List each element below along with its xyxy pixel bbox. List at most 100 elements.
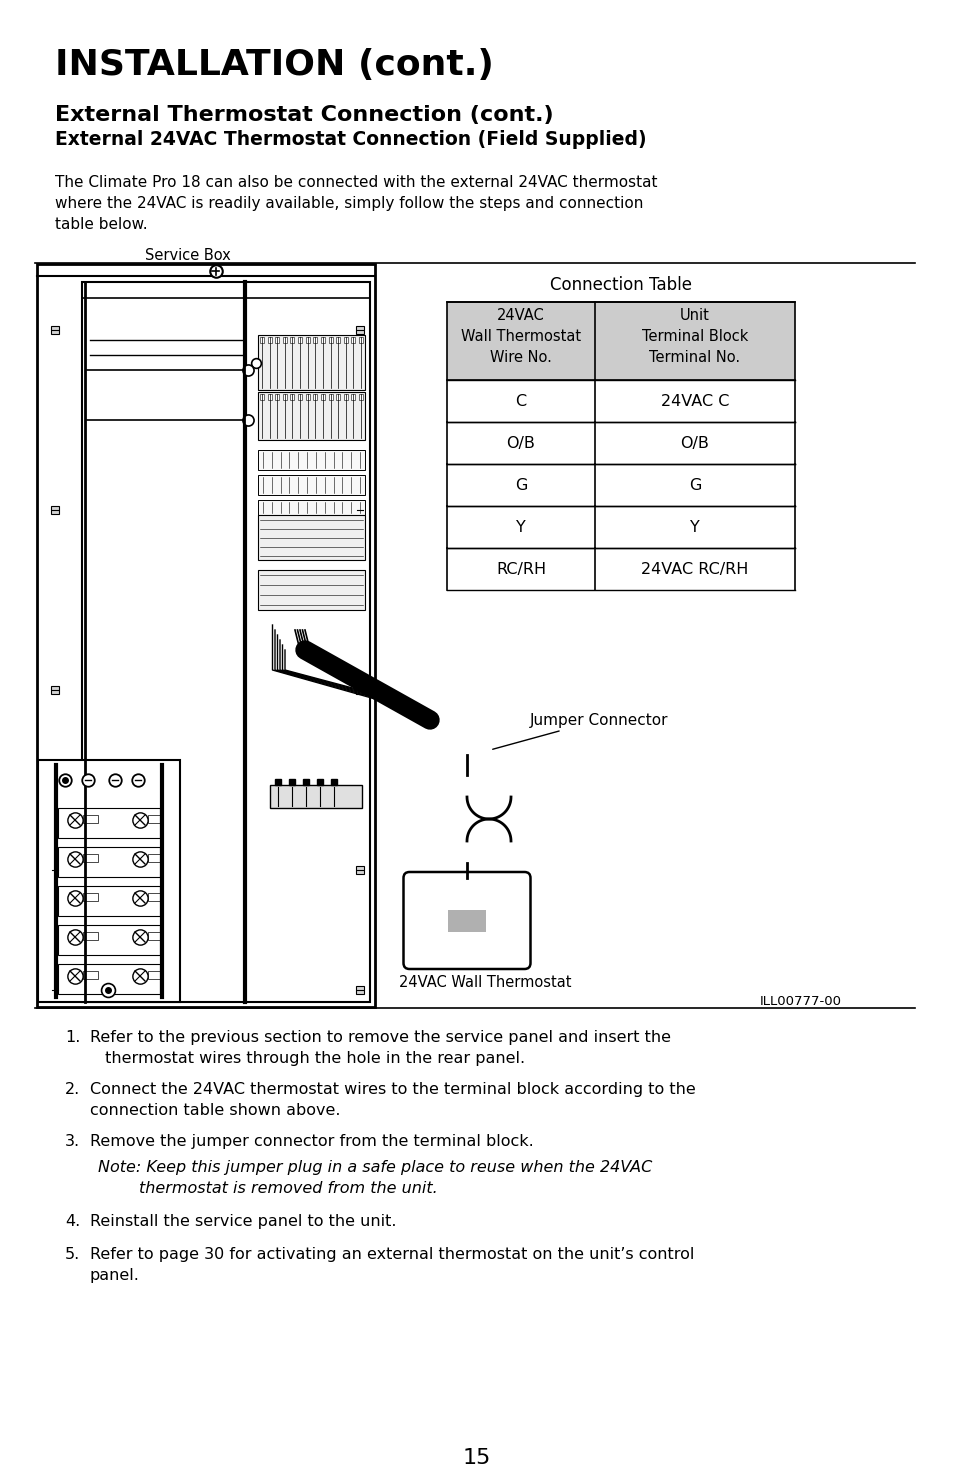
- Bar: [313, 336, 317, 344]
- Bar: [82, 282, 370, 1002]
- Text: Y: Y: [516, 521, 525, 535]
- Bar: [313, 394, 317, 400]
- Bar: [290, 336, 294, 344]
- Bar: [148, 854, 163, 861]
- Bar: [51, 326, 59, 333]
- Text: 15: 15: [462, 1448, 491, 1468]
- Text: RC/RH: RC/RH: [496, 562, 545, 577]
- Bar: [257, 569, 365, 611]
- Bar: [358, 394, 363, 400]
- Bar: [275, 336, 279, 344]
- Text: Jumper Connector: Jumper Connector: [492, 712, 668, 749]
- Bar: [320, 394, 325, 400]
- Bar: [448, 910, 485, 932]
- Bar: [51, 506, 59, 513]
- Text: 24VAC Wall Thermostat: 24VAC Wall Thermostat: [399, 975, 572, 990]
- Text: ILL00777-00: ILL00777-00: [760, 996, 841, 1007]
- Bar: [51, 985, 59, 994]
- Bar: [355, 506, 364, 513]
- Text: 2.: 2.: [65, 1083, 80, 1097]
- Text: 24VAC RC/RH: 24VAC RC/RH: [640, 562, 748, 577]
- Text: Remove the jumper connector from the terminal block.: Remove the jumper connector from the ter…: [90, 1134, 533, 1149]
- Text: C: C: [515, 394, 526, 409]
- Bar: [343, 394, 348, 400]
- Text: The Climate Pro 18 can also be connected with the external 24VAC thermostat: The Climate Pro 18 can also be connected…: [55, 176, 657, 190]
- Bar: [282, 394, 287, 400]
- Bar: [328, 394, 333, 400]
- Bar: [58, 886, 160, 916]
- Bar: [257, 450, 365, 471]
- Bar: [83, 971, 98, 979]
- Bar: [58, 965, 160, 994]
- Text: Refer to the previous section to remove the service panel and insert the: Refer to the previous section to remove …: [90, 1030, 670, 1044]
- Bar: [148, 971, 163, 979]
- Bar: [268, 394, 272, 400]
- Text: INSTALLATION (cont.): INSTALLATION (cont.): [55, 49, 494, 83]
- Bar: [83, 816, 98, 823]
- Bar: [305, 336, 310, 344]
- Bar: [51, 866, 59, 875]
- Text: External 24VAC Thermostat Connection (Field Supplied): External 24VAC Thermostat Connection (Fi…: [55, 130, 646, 149]
- Bar: [260, 394, 264, 400]
- Bar: [58, 847, 160, 878]
- Bar: [148, 932, 163, 940]
- Bar: [355, 985, 364, 994]
- Bar: [148, 892, 163, 901]
- Text: 4.: 4.: [65, 1214, 80, 1229]
- Text: 3.: 3.: [65, 1134, 80, 1149]
- Bar: [58, 925, 160, 954]
- Bar: [320, 336, 325, 344]
- Text: thermostat wires through the hole in the rear panel.: thermostat wires through the hole in the…: [100, 1052, 524, 1066]
- Bar: [275, 394, 279, 400]
- Bar: [297, 394, 302, 400]
- Bar: [83, 854, 98, 861]
- Bar: [83, 932, 98, 940]
- Bar: [351, 394, 355, 400]
- Text: External Thermostat Connection (cont.): External Thermostat Connection (cont.): [55, 105, 553, 125]
- Text: 24VAC
Wall Thermostat
Wire No.: 24VAC Wall Thermostat Wire No.: [460, 308, 580, 364]
- Bar: [297, 336, 302, 344]
- Text: Reinstall the service panel to the unit.: Reinstall the service panel to the unit.: [90, 1214, 396, 1229]
- Bar: [268, 336, 272, 344]
- Bar: [290, 394, 294, 400]
- Bar: [335, 394, 340, 400]
- Text: panel.: panel.: [90, 1268, 140, 1283]
- FancyBboxPatch shape: [403, 872, 530, 969]
- Bar: [282, 336, 287, 344]
- Bar: [355, 326, 364, 333]
- Bar: [257, 515, 365, 560]
- Text: thermostat is removed from the unit.: thermostat is removed from the unit.: [98, 1181, 437, 1196]
- Bar: [148, 816, 163, 823]
- Bar: [351, 336, 355, 344]
- Bar: [260, 336, 264, 344]
- Bar: [358, 336, 363, 344]
- Text: Unit
Terminal Block
Terminal No.: Unit Terminal Block Terminal No.: [641, 308, 747, 364]
- Bar: [328, 336, 333, 344]
- Text: G: G: [688, 478, 700, 493]
- Bar: [83, 892, 98, 901]
- Text: 24VAC C: 24VAC C: [660, 394, 728, 409]
- Bar: [37, 264, 375, 1007]
- Bar: [305, 394, 310, 400]
- Text: O/B: O/B: [679, 437, 709, 451]
- Text: Service Box: Service Box: [145, 248, 231, 263]
- Bar: [355, 686, 364, 695]
- Bar: [257, 500, 365, 515]
- Text: Connection Table: Connection Table: [550, 276, 691, 294]
- Bar: [257, 335, 365, 389]
- Bar: [355, 866, 364, 875]
- Text: O/B: O/B: [506, 437, 535, 451]
- Text: 5.: 5.: [65, 1246, 80, 1263]
- Bar: [58, 808, 160, 838]
- Bar: [257, 392, 365, 440]
- Bar: [335, 336, 340, 344]
- Bar: [343, 336, 348, 344]
- Text: where the 24VAC is readily available, simply follow the steps and connection: where the 24VAC is readily available, si…: [55, 196, 642, 211]
- Text: Note: Keep this jumper plug in a safe place to reuse when the 24VAC: Note: Keep this jumper plug in a safe pl…: [98, 1159, 652, 1176]
- Bar: [270, 785, 361, 808]
- Text: Refer to page 30 for activating an external thermostat on the unit’s control: Refer to page 30 for activating an exter…: [90, 1246, 694, 1263]
- Text: table below.: table below.: [55, 217, 148, 232]
- Bar: [38, 760, 180, 1002]
- Bar: [51, 686, 59, 695]
- Bar: [447, 302, 794, 381]
